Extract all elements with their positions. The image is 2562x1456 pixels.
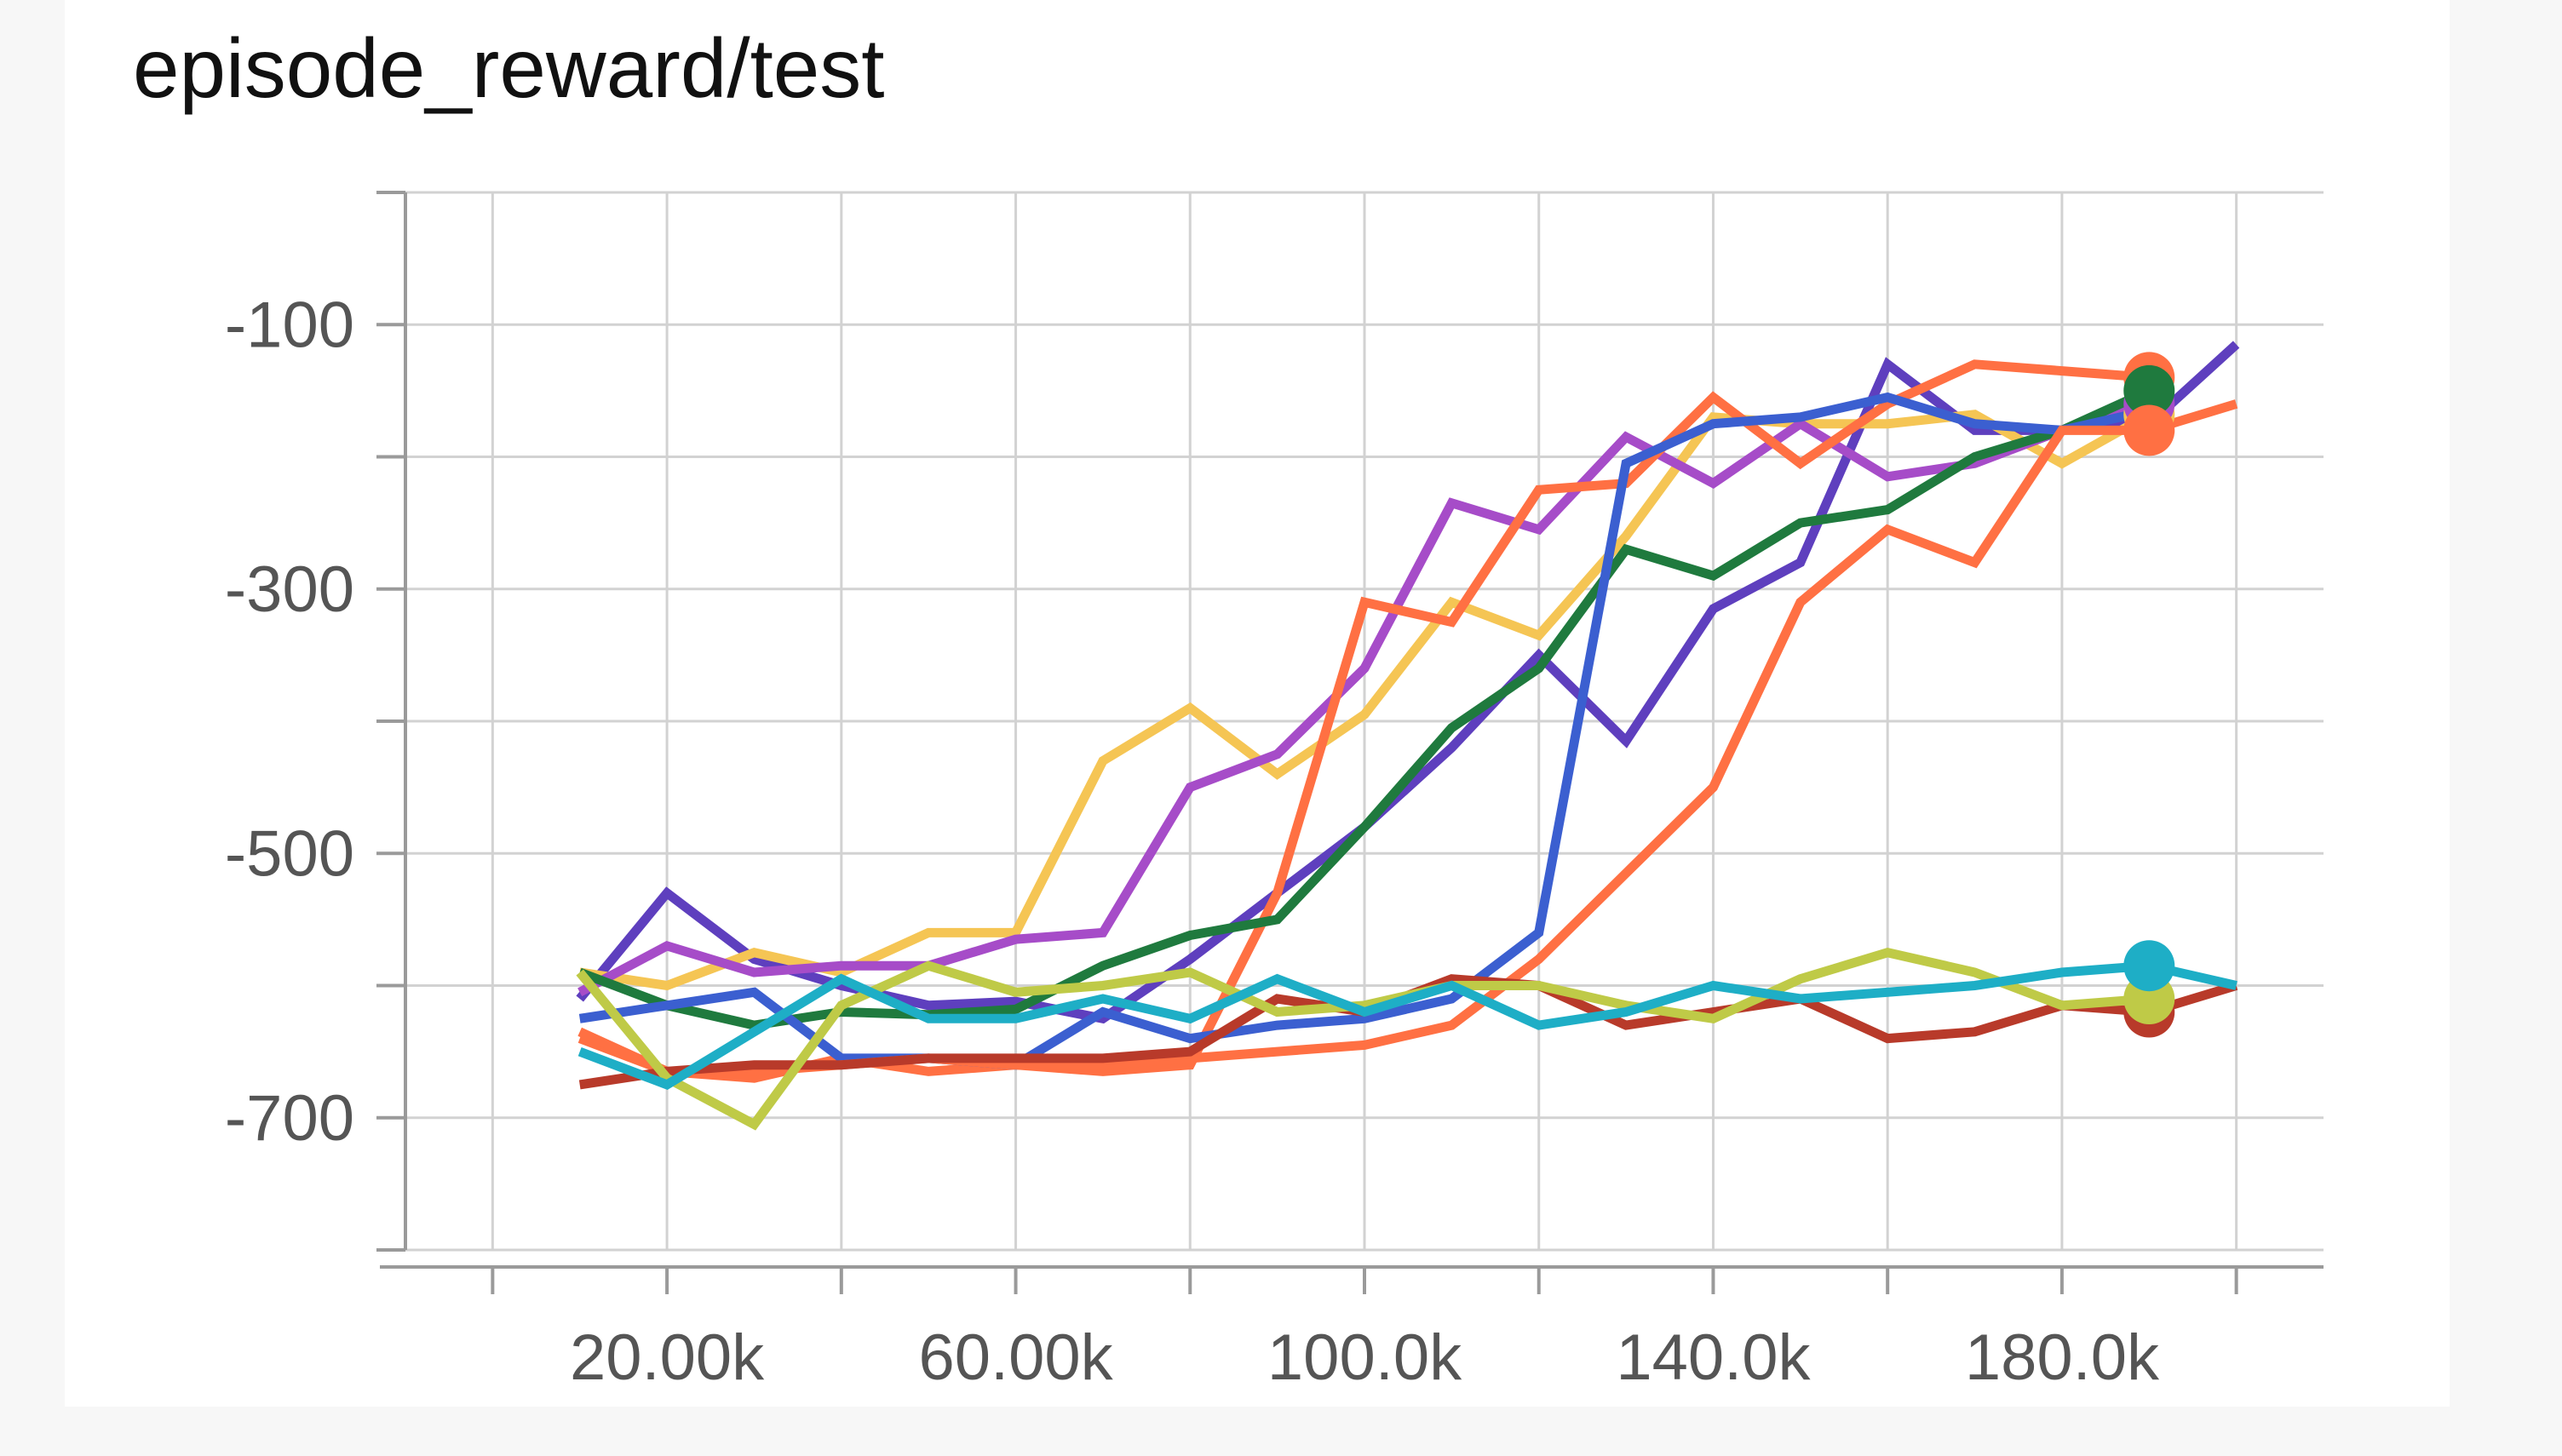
chart-card: episode_reward/test 20.00k 60.00k 100.0k 14… bbox=[65, 0, 2450, 1407]
y-tick-label: -500 bbox=[225, 817, 354, 890]
x-tick-label: 140.0k bbox=[1616, 1321, 1811, 1394]
tick-label-layer: 20.00k 60.00k 100.0k 140.0k 180.0k -100 -300 -5… bbox=[225, 289, 2160, 1394]
series-line-1 bbox=[576, 341, 2240, 1024]
x-tick-label: 60.00k bbox=[918, 1321, 1113, 1394]
y-tick-label: -300 bbox=[225, 553, 354, 626]
series-end-marker-5 bbox=[2123, 364, 2175, 416]
y-tick-label: -100 bbox=[225, 289, 354, 361]
chart-svg: 20.00k 60.00k 100.0k 140.0k 180.0k -100 -300 -5… bbox=[225, 191, 2324, 1394]
series-line-10 bbox=[577, 960, 2237, 1090]
series-line-6 bbox=[578, 392, 2151, 1070]
series-line-9 bbox=[576, 948, 2150, 1131]
x-tick-label: 20.00k bbox=[570, 1321, 765, 1394]
chart-title: episode_reward/test bbox=[133, 21, 885, 115]
marker-layer bbox=[2123, 352, 2175, 1038]
series-line-2 bbox=[578, 410, 2151, 991]
axis-layer bbox=[376, 191, 2324, 1294]
series-end-marker-7 bbox=[2123, 404, 2175, 456]
x-tick-label: 100.0k bbox=[1267, 1321, 1462, 1394]
series-end-marker-10 bbox=[2123, 940, 2175, 992]
y-tick-label: -700 bbox=[225, 1082, 354, 1155]
x-tick-label: 180.0k bbox=[1965, 1321, 2160, 1394]
series-line-3 bbox=[577, 399, 2151, 997]
series-layer bbox=[576, 341, 2240, 1131]
